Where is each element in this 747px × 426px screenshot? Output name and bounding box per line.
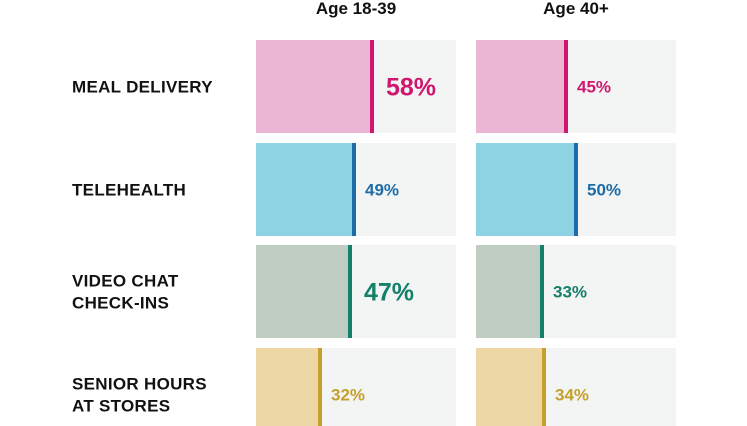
bar-marker-senior-hours-at-stores-age-40 [542,348,546,426]
bar-video-chat-check-ins-age-40 [476,245,542,338]
bar-meal-delivery-age-18-39 [256,40,372,133]
data-label-video-chat-check-ins-age-40: 33% [553,283,587,302]
row-label-video-chat-check-ins-line-1: VIDEO CHAT [72,272,179,291]
bar-marker-senior-hours-at-stores-age-18-39 [318,348,322,426]
data-label-meal-delivery-age-40: 45% [577,78,611,97]
column-header-age-18-39: Age 18-39 [316,0,396,18]
data-label-telehealth-age-40: 50% [587,181,621,200]
row-label-senior-hours-at-stores-line-2: AT STORES [72,397,170,416]
bar-senior-hours-at-stores-age-18-39 [256,348,320,426]
data-label-telehealth-age-18-39: 49% [365,181,399,200]
data-label-meal-delivery-age-18-39: 58% [386,74,436,102]
data-label-senior-hours-at-stores-age-40: 34% [555,386,589,405]
row-label-meal-delivery: MEAL DELIVERY [72,78,213,97]
row-label-senior-hours-at-stores-line-1: SENIOR HOURS [72,375,207,394]
bar-marker-telehealth-age-40 [574,143,578,236]
bar-telehealth-age-40 [476,143,576,236]
bar-meal-delivery-age-40 [476,40,566,133]
bar-marker-meal-delivery-age-18-39 [370,40,374,133]
data-label-video-chat-check-ins-age-18-39: 47% [364,279,414,307]
bar-video-chat-check-ins-age-18-39 [256,245,350,338]
bar-marker-video-chat-check-ins-age-40 [540,245,544,338]
bar-senior-hours-at-stores-age-40 [476,348,544,426]
row-label-telehealth: TELEHEALTH [72,181,186,200]
bar-marker-meal-delivery-age-40 [564,40,568,133]
bar-marker-telehealth-age-18-39 [352,143,356,236]
bar-marker-video-chat-check-ins-age-18-39 [348,245,352,338]
row-label-video-chat-check-ins-line-2: CHECK-INS [72,294,169,313]
column-header-age-40: Age 40+ [543,0,609,18]
data-label-senior-hours-at-stores-age-18-39: 32% [331,386,365,405]
bar-telehealth-age-18-39 [256,143,354,236]
